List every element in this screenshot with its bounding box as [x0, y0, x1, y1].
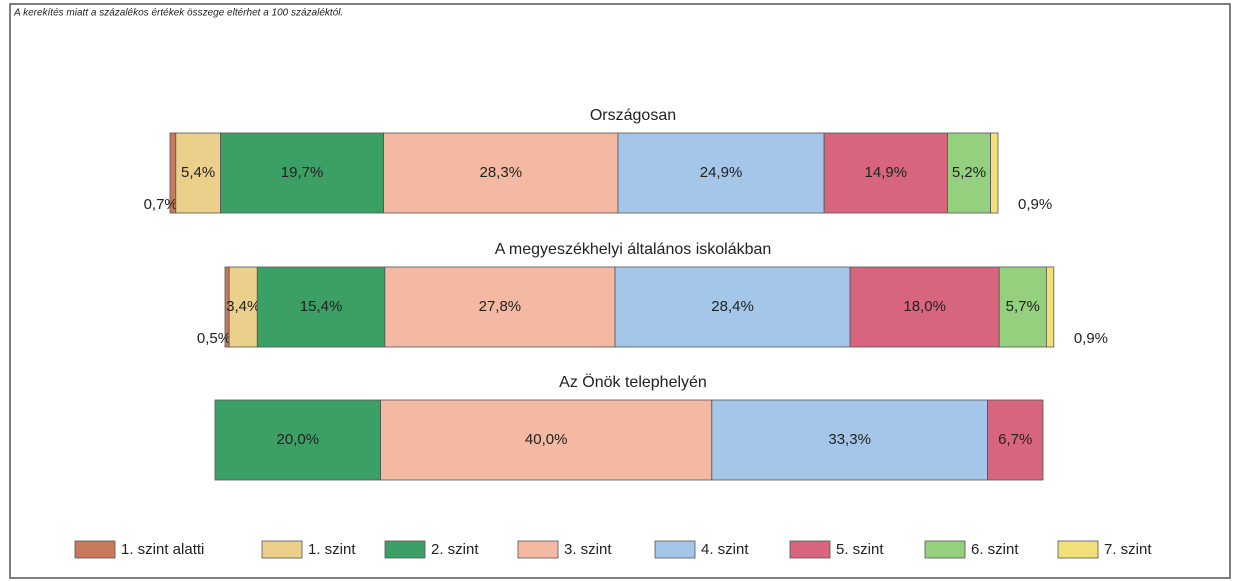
legend-label: 2. szint [431, 541, 479, 558]
bar-segment [384, 266, 616, 348]
data-label: 0,9% [1074, 330, 1108, 347]
bar-segment [711, 399, 988, 481]
bar-segment [617, 132, 825, 214]
group-title: Az Önök telephelyén [559, 373, 707, 391]
bar-segment [256, 266, 386, 348]
data-label: 28,4% [711, 298, 754, 315]
data-label: 5,2% [952, 164, 986, 181]
bar-segment [175, 132, 221, 214]
data-label: 14,9% [865, 164, 908, 181]
data-label: 0,9% [1018, 196, 1052, 213]
bar-segment [849, 266, 1000, 348]
data-label: 28,3% [480, 164, 523, 181]
data-label: 5,4% [181, 164, 215, 181]
legend-label: 6. szint [971, 541, 1019, 558]
bar-segment [998, 266, 1047, 348]
bar-segment [947, 132, 991, 214]
data-label: 15,4% [300, 298, 343, 315]
data-label: 3,4% [226, 298, 260, 315]
bar-segment [823, 132, 948, 214]
bar-segment [990, 132, 999, 214]
legend-swatch [74, 540, 116, 559]
data-label: 40,0% [525, 431, 568, 448]
bar-segment [614, 266, 851, 348]
group-title: A megyeszékhelyi általános iskolákban [495, 241, 772, 258]
data-label: 0,7% [144, 196, 178, 213]
legend-swatch [261, 540, 303, 559]
data-label: 5,7% [1006, 298, 1040, 315]
group-title: Országosan [590, 107, 676, 124]
legend-swatch [1057, 540, 1099, 559]
legend-label: 4. szint [701, 541, 749, 558]
data-label: 6,7% [998, 431, 1032, 448]
legend-swatch [517, 540, 559, 559]
data-label: 0,5% [197, 330, 231, 347]
data-label: 20,0% [277, 431, 320, 448]
legend-label: 5. szint [836, 541, 884, 558]
data-label: 19,7% [281, 164, 324, 181]
legend-swatch [789, 540, 831, 559]
legend-label: 1. szint alatti [121, 541, 204, 558]
legend-label: 1. szint [308, 541, 356, 558]
data-label: 33,3% [828, 431, 871, 448]
legend-swatch [654, 540, 696, 559]
legend-swatch [384, 540, 426, 559]
legend-label: 7. szint [1104, 541, 1152, 558]
legend-swatch [924, 540, 966, 559]
bar-segment [228, 266, 258, 348]
data-label: 27,8% [479, 298, 522, 315]
bar-segment [1045, 266, 1055, 348]
chart-subtitle: A kerekítés miatt a százalékos értékek ö… [13, 8, 343, 19]
bar-segment [383, 132, 619, 214]
data-label: 18,0% [903, 298, 946, 315]
data-label: 24,9% [700, 164, 743, 181]
legend-label: 3. szint [564, 541, 612, 558]
bar-segment [987, 399, 1044, 481]
bar-segment [214, 399, 382, 481]
bar-segment [380, 399, 713, 481]
